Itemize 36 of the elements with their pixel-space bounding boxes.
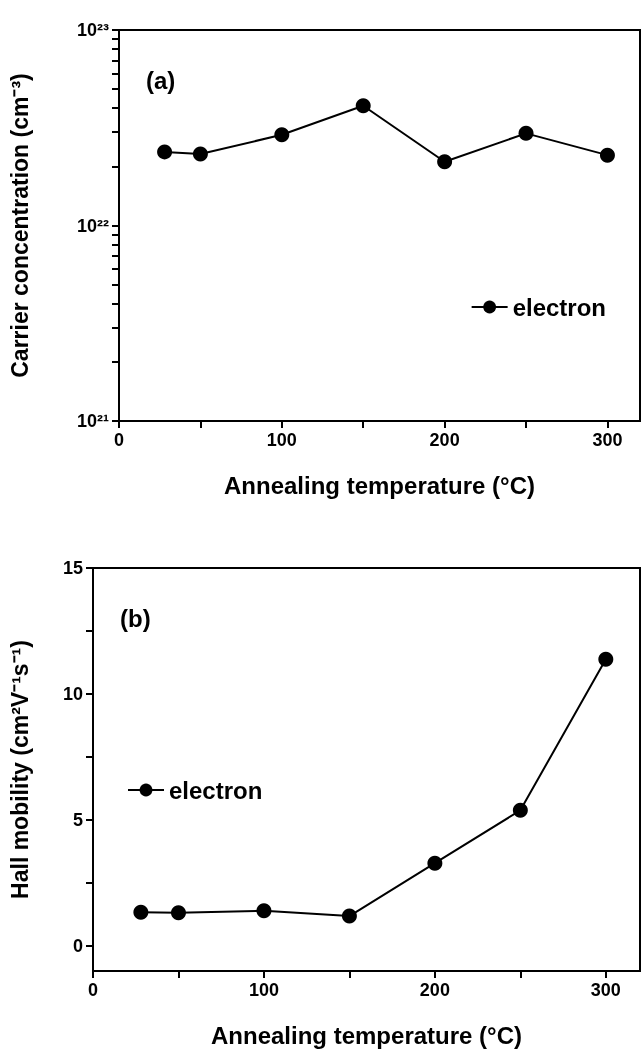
y-tick-label: 10 — [62, 683, 83, 704]
point — [274, 127, 290, 143]
annotation: (b) — [120, 604, 151, 632]
point — [518, 125, 534, 141]
legend-label: electron — [512, 293, 607, 321]
point — [341, 908, 357, 924]
x-tick-label: 300 — [590, 980, 621, 1000]
y-tick-label: 10²³ — [76, 20, 109, 40]
legend-label: electron — [169, 776, 263, 804]
y-axis-title: Hall mobility (cm²V⁻¹s⁻¹) — [6, 640, 33, 899]
y-tick-label: 0 — [72, 935, 83, 956]
point — [192, 146, 208, 162]
x-tick-label: 100 — [266, 430, 297, 450]
point — [157, 144, 173, 160]
y-axis-title: Carrier concentration (cm⁻³) — [6, 73, 33, 378]
point — [256, 903, 272, 919]
x-axis-title: Annealing temperature (°C) — [211, 1021, 522, 1049]
point — [598, 651, 614, 667]
point — [355, 98, 371, 114]
x-tick-label: 300 — [592, 430, 623, 450]
x-axis-title: Annealing temperature (°C) — [224, 471, 535, 499]
x-tick-label: 100 — [248, 980, 279, 1000]
x-tick-label: 200 — [419, 980, 450, 1000]
x-tick-label: 200 — [429, 430, 460, 450]
y-tick-label: 5 — [72, 809, 83, 830]
point — [599, 147, 615, 163]
y-tick-label: 10²¹ — [76, 411, 109, 431]
point — [133, 904, 149, 920]
point — [427, 855, 443, 871]
point — [437, 154, 453, 170]
point — [512, 802, 528, 818]
y-tick-label: 10²² — [76, 215, 109, 236]
point — [170, 905, 186, 921]
y-tick-label: 15 — [62, 558, 83, 578]
x-tick-label: 0 — [113, 430, 125, 450]
annotation: (a) — [146, 66, 176, 94]
